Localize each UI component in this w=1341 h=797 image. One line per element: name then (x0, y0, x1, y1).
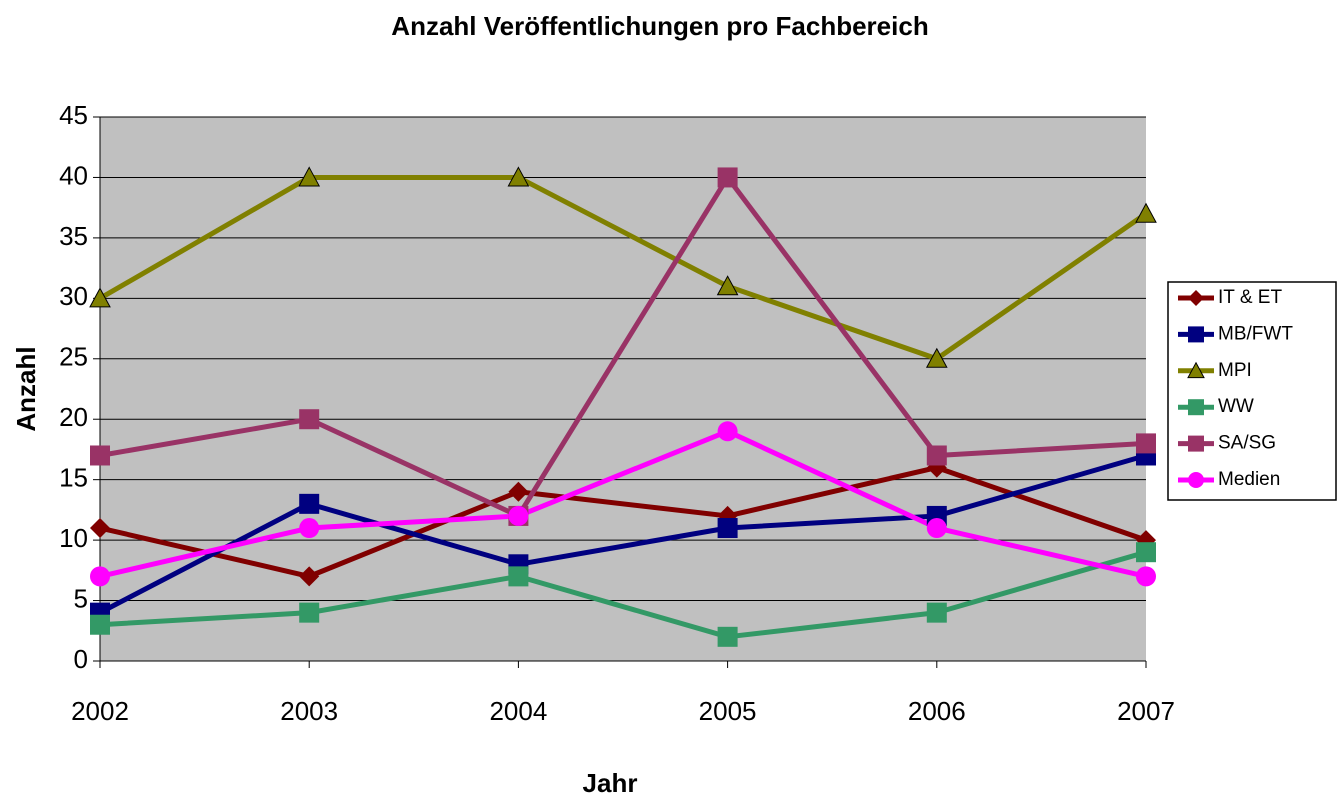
y-tick-label: 0 (74, 644, 88, 674)
marker (299, 518, 320, 539)
legend-label: SA/SG (1218, 433, 1276, 454)
y-tick-label: 25 (59, 342, 88, 372)
y-tick-label: 10 (59, 523, 88, 553)
marker (299, 602, 320, 623)
marker (1135, 202, 1157, 223)
marker (1188, 472, 1204, 488)
marker (298, 166, 321, 187)
marker (1136, 542, 1156, 563)
series-line (99, 465, 1147, 579)
marker (926, 445, 947, 466)
marker (508, 505, 529, 526)
x-tick-label: 2002 (71, 696, 129, 726)
y-tick-label: 45 (59, 100, 88, 130)
y-tick-label: 20 (59, 402, 88, 432)
marker (299, 566, 320, 587)
marker (1188, 399, 1204, 416)
marker (90, 566, 110, 587)
marker (717, 518, 738, 539)
marker (926, 518, 947, 539)
marker (1136, 433, 1156, 454)
marker (508, 566, 529, 587)
legend-label: Medien (1218, 469, 1280, 490)
legend-label: WW (1218, 396, 1254, 417)
series-line (98, 453, 1147, 615)
marker (1187, 361, 1205, 379)
marker (717, 167, 738, 188)
legend (1167, 281, 1337, 501)
marker (716, 275, 739, 296)
plot-area (100, 117, 1146, 661)
y-tick-label: 5 (74, 583, 88, 613)
marker (1188, 290, 1204, 306)
marker (717, 626, 738, 647)
series-line (99, 174, 1147, 519)
marker (299, 409, 320, 430)
series-line (99, 549, 1147, 640)
legend-label: IT & ET (1218, 287, 1282, 308)
marker (926, 602, 947, 623)
marker (1136, 566, 1156, 587)
marker (1188, 326, 1204, 343)
x-tick-label: 2006 (908, 696, 966, 726)
marker (717, 421, 738, 442)
chart-title: Anzahl Veröffentlichungen pro Fachbereic… (391, 11, 928, 41)
x-tick-label: 2007 (1117, 696, 1175, 726)
series-line (99, 428, 1147, 579)
marker (1188, 435, 1204, 452)
legend-label: MB/FWT (1218, 323, 1293, 344)
y-tick-label: 30 (59, 281, 88, 311)
x-tick-label: 2005 (699, 696, 757, 726)
marker (90, 518, 110, 539)
x-tick-label: 2003 (280, 696, 338, 726)
x-axis-label: Jahr (583, 768, 638, 797)
y-axis-label: Anzahl (11, 346, 41, 431)
marker (507, 166, 530, 187)
y-tick-label: 35 (59, 221, 88, 251)
marker (90, 614, 110, 635)
y-tick-label: 40 (59, 160, 88, 190)
marker (299, 493, 320, 514)
marker (89, 287, 111, 308)
series-line (98, 174, 1148, 362)
marker (925, 347, 948, 368)
marker (90, 445, 110, 466)
marker (508, 481, 529, 502)
x-tick-label: 2004 (489, 696, 547, 726)
y-tick-label: 15 (59, 463, 88, 493)
legend-label: MPI (1218, 360, 1252, 381)
